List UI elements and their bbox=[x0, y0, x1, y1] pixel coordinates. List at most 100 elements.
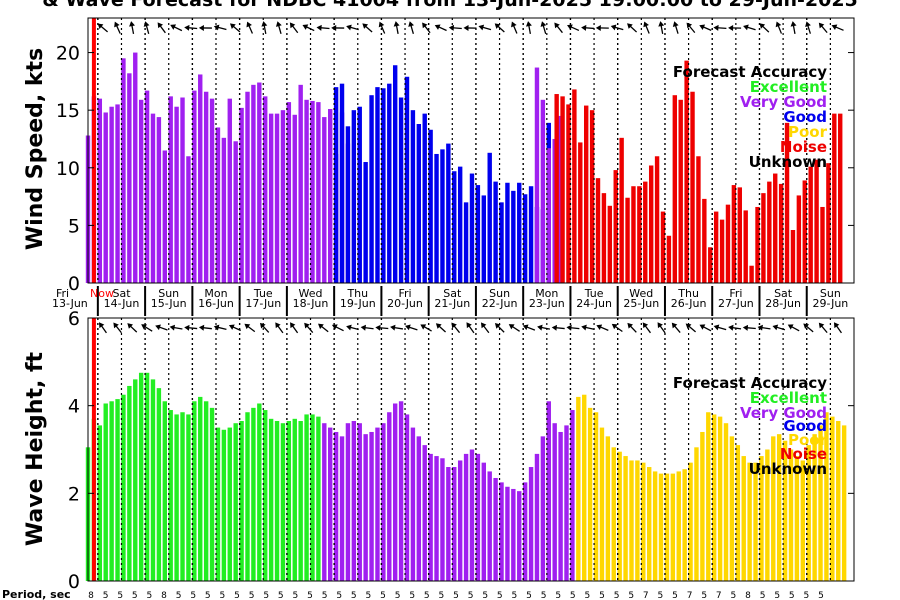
period-value: 5 bbox=[512, 591, 518, 600]
wind-direction-arrow bbox=[378, 21, 386, 34]
wind-bar bbox=[162, 150, 167, 283]
period-value: 5 bbox=[555, 591, 561, 600]
wave-legend: Forecast Accuracy Excellent Very Good Go… bbox=[673, 374, 828, 478]
wave-bar bbox=[611, 447, 616, 581]
wave-bar bbox=[233, 423, 238, 581]
wave-bar bbox=[735, 445, 741, 581]
wave-bar bbox=[463, 453, 469, 581]
wind-bar bbox=[648, 165, 654, 283]
wind-bar bbox=[416, 124, 422, 283]
wave-bar bbox=[605, 436, 611, 581]
day-date-label: 20-Jun bbox=[387, 297, 423, 310]
wave-direction-arrow bbox=[244, 323, 256, 333]
wave-direction-arrow bbox=[318, 323, 329, 333]
wave-bar bbox=[759, 456, 764, 581]
wind-bar bbox=[469, 173, 475, 283]
wave-bar bbox=[109, 401, 114, 581]
period-value: 5 bbox=[176, 591, 182, 600]
wind-legend-unknown: Unknown bbox=[749, 153, 827, 171]
wind-bar bbox=[233, 141, 238, 283]
wind-bar bbox=[209, 98, 215, 284]
wave-bar bbox=[198, 396, 203, 581]
wave-bar bbox=[115, 399, 120, 581]
wave-direction-arrow bbox=[451, 322, 461, 334]
wave-bar bbox=[446, 467, 451, 581]
wave-legend-very-good: Very Good bbox=[740, 404, 827, 422]
wind-bar bbox=[637, 186, 642, 283]
day-date-label: 21-Jun bbox=[434, 297, 470, 310]
wind-bar bbox=[832, 113, 837, 283]
period-value: 5 bbox=[278, 591, 284, 600]
wind-bar bbox=[404, 76, 410, 283]
wind-bar bbox=[522, 194, 528, 283]
wave-bar bbox=[670, 473, 676, 581]
wave-direction-arrow bbox=[537, 324, 551, 331]
wave-direction-arrow bbox=[522, 324, 536, 331]
period-value: 5 bbox=[526, 591, 532, 600]
wind-direction-arrow bbox=[261, 21, 268, 35]
wave-bar bbox=[587, 407, 593, 581]
wind-direction-arrow bbox=[229, 23, 241, 33]
wind-bar bbox=[540, 99, 546, 283]
wave-bar bbox=[717, 416, 723, 582]
wind-legend-poor: Poor bbox=[788, 123, 828, 141]
wind-bar bbox=[584, 105, 589, 283]
wave-bar bbox=[162, 401, 167, 581]
period-value: 5 bbox=[614, 591, 620, 600]
period-value: 5 bbox=[731, 591, 737, 600]
period-value: 7 bbox=[716, 591, 722, 600]
wave-direction-arrow bbox=[375, 324, 389, 331]
day-date-label: 19-Jun bbox=[340, 297, 376, 310]
wave-bar bbox=[505, 486, 510, 581]
wave-bars bbox=[85, 372, 847, 582]
wind-bar bbox=[534, 67, 540, 283]
period-value: 5 bbox=[482, 591, 488, 600]
chart-title: & Wave Forecast for NDBC 41004 from 13-J… bbox=[42, 0, 858, 11]
wind-bar bbox=[481, 195, 486, 283]
wind-ytick-label: 5 bbox=[68, 215, 80, 237]
wind-bar bbox=[192, 90, 197, 283]
wind-bar bbox=[316, 102, 321, 283]
wave-bar bbox=[398, 401, 404, 581]
wind-direction-arrow bbox=[743, 24, 756, 31]
wind-bar bbox=[643, 181, 648, 283]
wave-bar bbox=[251, 407, 256, 581]
wave-bar bbox=[788, 449, 794, 581]
period-value: 5 bbox=[468, 591, 474, 600]
wind-bar bbox=[708, 247, 713, 283]
period-value: 5 bbox=[760, 591, 766, 600]
day-name-label: Mon bbox=[204, 287, 227, 300]
day-name-label: Sat bbox=[774, 287, 793, 300]
wave-bar bbox=[617, 451, 622, 581]
wave-bar bbox=[127, 385, 132, 581]
wave-bar bbox=[392, 403, 398, 581]
period-value: 5 bbox=[220, 591, 226, 600]
wind-bar bbox=[221, 137, 227, 283]
wave-bar bbox=[215, 427, 221, 581]
day-name-label: Sun bbox=[489, 287, 510, 300]
wind-bar bbox=[796, 195, 802, 283]
wind-bar bbox=[749, 265, 754, 283]
wind-bar bbox=[601, 193, 607, 283]
wind-y-ticks: 0 5 10 15 20 bbox=[56, 43, 854, 295]
wind-bar bbox=[138, 99, 144, 283]
wave-bar bbox=[682, 469, 687, 581]
wind-direction-arrow bbox=[713, 24, 727, 31]
wave-bar bbox=[593, 412, 599, 581]
wind-bar bbox=[298, 84, 303, 283]
wave-bar bbox=[652, 471, 658, 581]
wind-direction-arrow bbox=[699, 24, 712, 31]
wave-direction-arrow bbox=[566, 324, 580, 331]
wind-bar bbox=[546, 148, 551, 283]
wave-direction-arrow bbox=[627, 322, 637, 333]
wind-direction-arrow bbox=[393, 21, 400, 35]
wave-bar bbox=[280, 423, 286, 581]
wave-legend-noise: Noise bbox=[780, 445, 827, 463]
wind-direction-arrow bbox=[129, 21, 135, 35]
wind-bar bbox=[446, 143, 451, 283]
period-value: 5 bbox=[117, 591, 123, 600]
wind-bar bbox=[743, 210, 748, 283]
day-name-label: Wed bbox=[629, 287, 653, 300]
wave-direction-arrow bbox=[494, 323, 505, 333]
